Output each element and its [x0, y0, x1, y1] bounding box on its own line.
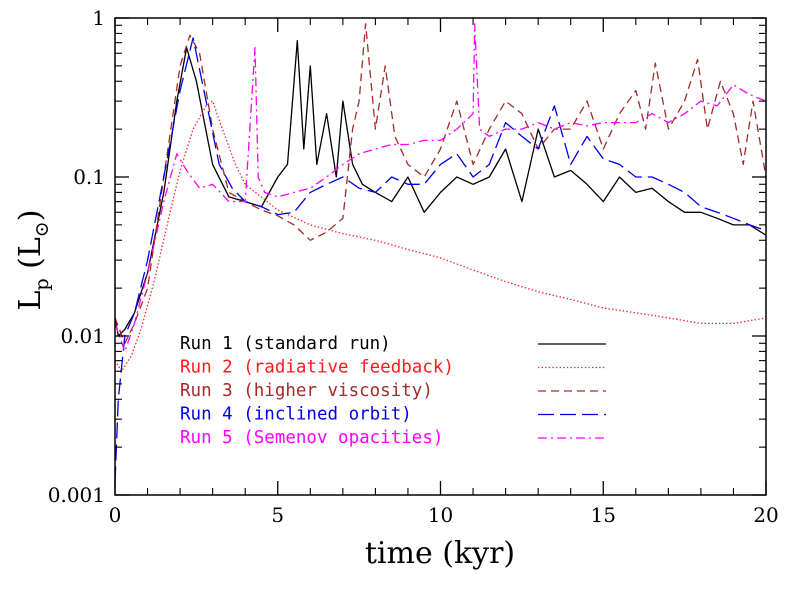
legend-label-run-5: Run 5 (Semenov opacities)	[180, 428, 443, 448]
x-tick-label: 10	[428, 503, 453, 527]
x-tick-label: 0	[109, 503, 122, 527]
legend-label-run-2: Run 2 (radiative feedback)	[180, 358, 454, 378]
y-axis-label-unit-close: )	[13, 210, 48, 222]
series-line-run-2	[114, 100, 767, 372]
x-tick-label: 5	[271, 503, 284, 527]
y-tick-label: 0.1	[73, 165, 105, 189]
x-tick-label: 15	[591, 503, 616, 527]
y-axis-label-sub: p	[31, 278, 53, 290]
series-line-run-3	[114, 23, 767, 344]
series-line-run-1	[114, 40, 767, 337]
ticks-layer	[114, 17, 767, 496]
legend-label-run-4: Run 4 (inclined orbit)	[180, 405, 412, 425]
y-axis-label: Lp (L⊙)	[13, 210, 53, 311]
tick-labels: 0 5 10 15 20 0.001 0.01 0.1 1	[48, 6, 779, 527]
y-tick-label: 0.01	[60, 324, 105, 348]
legend-label-run-3: Run 3 (higher viscosity)	[180, 381, 433, 401]
y-axis-label-main: L	[13, 290, 48, 310]
series-line-run-5	[114, 23, 767, 353]
y-axis-label-unit-sub: ⊙	[31, 221, 53, 237]
y-tick-label: 0.001	[48, 483, 105, 507]
x-axis-label: time (kyr)	[365, 536, 515, 571]
x-tick-label: 20	[753, 503, 778, 527]
series-line-run-4	[114, 37, 767, 483]
series-layer	[114, 23, 767, 483]
y-axis-label-unit-open: (L	[13, 237, 48, 278]
legend: Run 1 (standard run) Run 2 (radiative fee…	[180, 334, 606, 448]
legend-label-run-1: Run 1 (standard run)	[180, 334, 391, 354]
y-tick-label: 1	[92, 6, 105, 30]
